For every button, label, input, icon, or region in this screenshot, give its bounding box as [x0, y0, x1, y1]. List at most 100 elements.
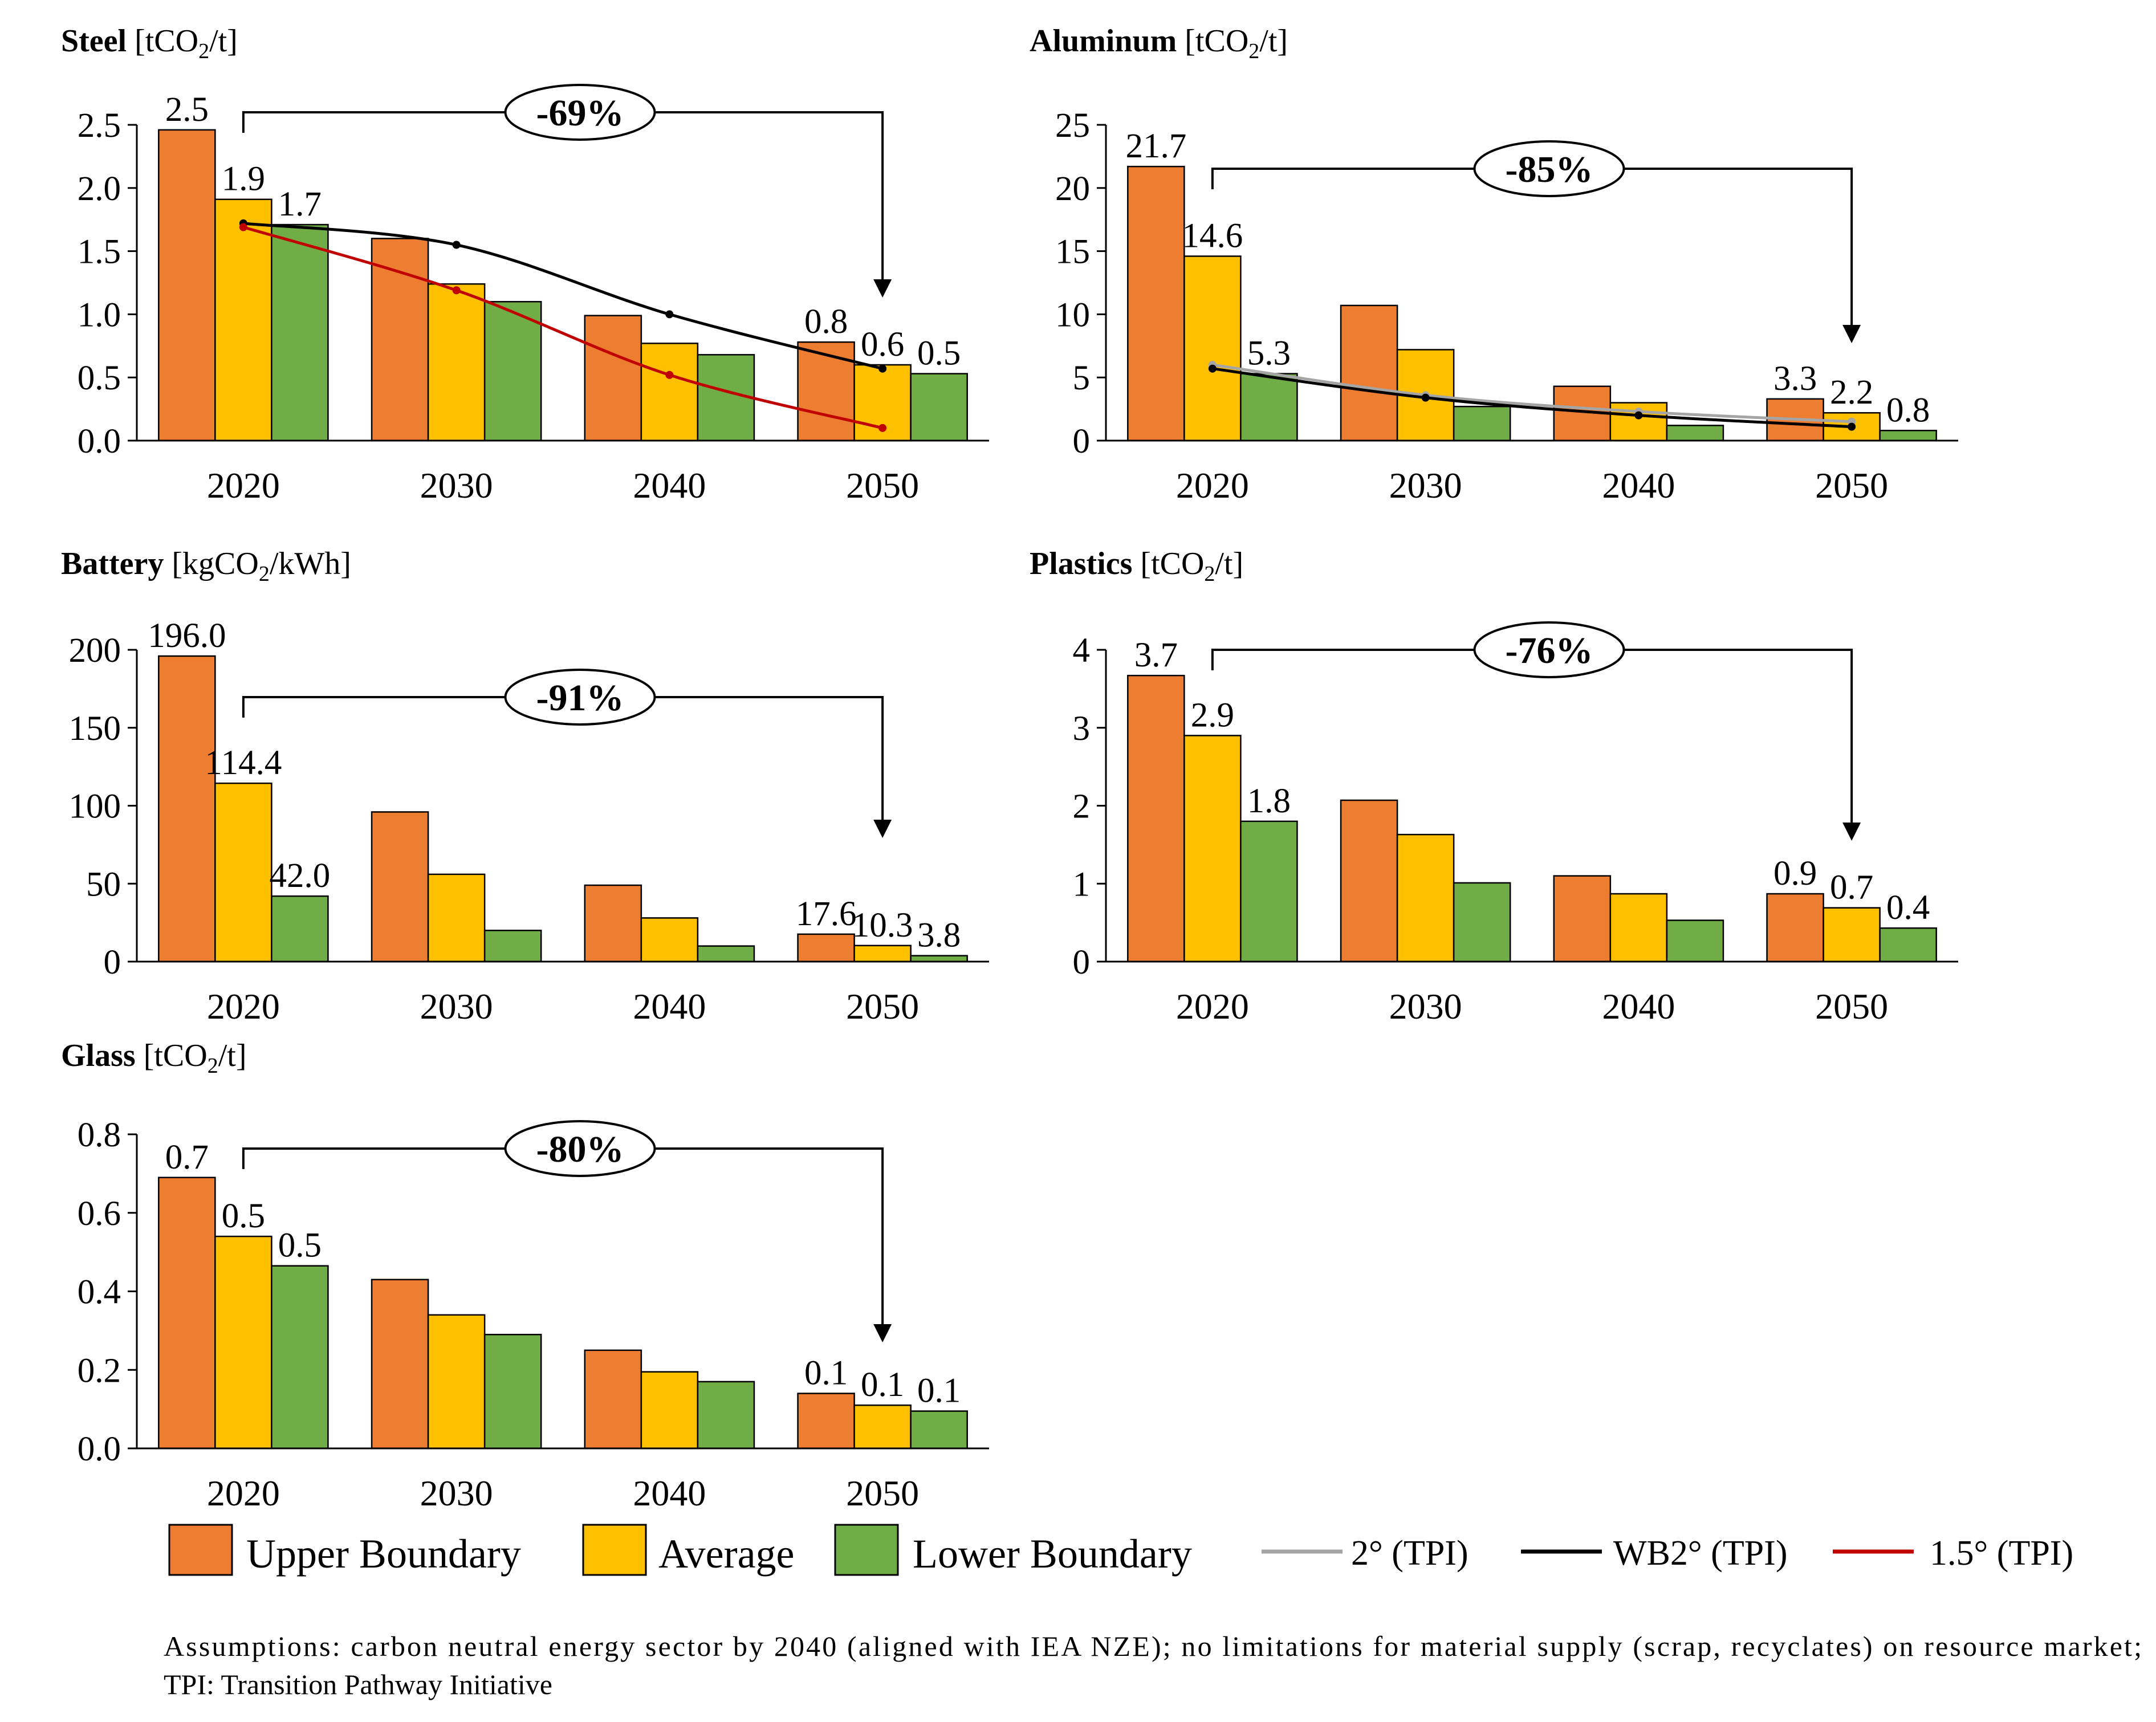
glass-x-label-2040: 2040	[633, 1473, 706, 1513]
glass-value-label-average-2020: 0.5	[222, 1197, 265, 1235]
plastics-unit-post: /t]	[1215, 546, 1243, 581]
plastics-x-label-2040: 2040	[1602, 986, 1675, 1027]
battery-y-tick-label: 150	[69, 710, 121, 748]
steel-reduction-arrowhead	[873, 279, 892, 298]
steel-bar-upper-2050	[797, 341, 855, 442]
plastics-value-label-average-2050: 0.7	[1830, 869, 1873, 907]
steel-x-label-2050: 2050	[846, 465, 919, 506]
plastics-title-name: Plastics	[1030, 546, 1132, 581]
steel-chart: Steel [tCO2/t] 0.0 0.5 1.0 1.5 2.0 2.5 2020 2030 2…	[61, 23, 989, 506]
steel-value-label-average-2050: 0.6	[861, 325, 904, 364]
legend: Upper Boundary Average Lower Boundary 2°…	[168, 1524, 2073, 1577]
battery-y-tick-label: 100	[69, 788, 121, 826]
glass-value-label-average-2050: 0.1	[861, 1366, 904, 1404]
glass-value-label-lower-2050: 0.1	[917, 1372, 961, 1410]
battery-reduction-oval	[504, 669, 656, 726]
footnote-line-2: TPI: Transition Pathway Initiative	[164, 1668, 552, 1700]
aluminum-y-tick-label: 15	[1055, 233, 1090, 271]
plastics-x-label-2030: 2030	[1389, 986, 1462, 1027]
aluminum-unit-pre: [tCO	[1185, 23, 1248, 59]
glass-bar-upper-2030	[371, 1279, 429, 1450]
steel-y-tick-label: 2.0	[78, 170, 121, 208]
steel-line-tpi-15deg-point-2040	[665, 371, 674, 379]
steel-line-tpi-15deg-point-2020	[239, 223, 247, 231]
steel-value-label-upper-2050: 0.8	[804, 303, 848, 341]
steel-bar-lower-2040	[697, 354, 755, 442]
glass-chart: Glass [tCO2/t] 0.0 0.2 0.4 0.6 0.8 2020 2030 2040…	[61, 1038, 989, 1513]
aluminum-unit-sub: 2	[1248, 39, 1259, 63]
glass-x-label-2020: 2020	[207, 1473, 280, 1513]
battery-bar-lower-2040	[697, 945, 755, 963]
aluminum-line-tpi-wb2deg-point-2050	[1848, 422, 1856, 431]
glass-value-label-upper-2050: 0.1	[804, 1354, 848, 1393]
plastics-value-label-upper-2020: 3.7	[1134, 636, 1178, 674]
battery-unit-post: /kWh]	[270, 546, 351, 581]
aluminum-value-label-lower-2050: 0.8	[1886, 391, 1930, 429]
plastics-title: Plastics [tCO2/t]	[1030, 546, 1243, 586]
steel-bar-average-2040	[640, 343, 699, 442]
steel-bar-average-2030	[427, 283, 486, 442]
plastics-x-label-2050: 2050	[1815, 986, 1888, 1027]
plastics-bar-upper-2040	[1553, 875, 1612, 963]
steel-line-tpi-wb2deg-point-2040	[665, 310, 674, 319]
steel-unit-post: /t]	[209, 23, 238, 59]
battery-unit-pre: [kgCO	[172, 546, 258, 581]
glass-x-label-2030: 2030	[420, 1473, 493, 1513]
steel-y-tick-label: 1.5	[78, 233, 121, 271]
battery-bar-upper-2030	[371, 811, 429, 963]
battery-bar-average-2040	[640, 917, 699, 963]
battery-value-label-average-2050: 10.3	[852, 906, 913, 945]
plastics-y-tick-label: 1	[1073, 865, 1091, 903]
steel-bar-upper-2030	[371, 238, 429, 442]
glass-value-label-upper-2020: 0.7	[165, 1138, 209, 1177]
aluminum-y-tick-label: 5	[1073, 359, 1091, 397]
glass-y-tick-label: 0.6	[78, 1195, 121, 1233]
battery-bar-upper-2020	[158, 655, 216, 963]
battery-x-label-2020: 2020	[207, 986, 280, 1027]
aluminum-x-label-2050: 2050	[1815, 465, 1888, 506]
steel-value-label-lower-2050: 0.5	[917, 335, 961, 373]
glass-unit-post: /t]	[218, 1038, 247, 1073]
plastics-value-label-upper-2050: 0.9	[1773, 854, 1817, 893]
aluminum-bar-average-2020	[1183, 255, 1242, 442]
steel-y-tick-label: 0.5	[78, 359, 121, 397]
aluminum-line-tpi-wb2deg	[1212, 367, 1852, 429]
aluminum-reduction-arrowhead	[1842, 325, 1861, 343]
aluminum-title: Aluminum [tCO2/t]	[1030, 23, 1288, 63]
steel-line-tpi-wb2deg-point-2030	[452, 241, 461, 249]
battery-value-label-average-2020: 114.4	[205, 744, 282, 782]
battery-bar-average-2020	[214, 782, 272, 963]
aluminum-reduction-oval	[1473, 140, 1625, 197]
aluminum-y-tick-label: 20	[1055, 170, 1090, 208]
steel-y-tick-label: 0.0	[78, 422, 121, 461]
steel-bar-lower-2020	[271, 223, 329, 442]
glass-bar-lower-2050	[910, 1410, 968, 1450]
glass-bar-lower-2040	[697, 1381, 755, 1450]
plastics-y-tick-label: 4	[1073, 632, 1091, 670]
legend-swatch-upper	[168, 1524, 233, 1576]
legend-label-lower: Lower Boundary	[913, 1531, 1192, 1577]
steel-x-label-2040: 2040	[633, 465, 706, 506]
glass-y-tick-label: 0.0	[78, 1430, 121, 1468]
glass-bar-upper-2050	[797, 1393, 855, 1450]
steel-unit-pre: [tCO	[135, 23, 198, 59]
steel-line-tpi-15deg-point-2030	[452, 286, 461, 295]
aluminum-line-tpi-wb2deg-point-2020	[1208, 364, 1217, 373]
battery-x-label-2030: 2030	[420, 986, 493, 1027]
steel-bar-upper-2020	[158, 129, 216, 442]
steel-reduction-label: -69%	[536, 92, 624, 134]
glass-unit-pre: [tCO	[144, 1038, 208, 1073]
battery-x-label-2040: 2040	[633, 986, 706, 1027]
battery-bar-average-2050	[853, 945, 912, 963]
legend-label-upper: Upper Boundary	[246, 1531, 521, 1577]
steel-title: Steel [tCO2/t]	[61, 23, 238, 63]
aluminum-line-tpi-2deg	[1212, 363, 1852, 424]
glass-reduction-label: -80%	[536, 1129, 624, 1170]
battery-bar-upper-2040	[584, 884, 642, 963]
battery-title-name: Battery	[61, 546, 164, 581]
aluminum-x-label-2020: 2020	[1176, 465, 1249, 506]
steel-bar-upper-2040	[584, 315, 642, 442]
battery-title: Battery [kgCO2/kWh]	[61, 546, 351, 586]
